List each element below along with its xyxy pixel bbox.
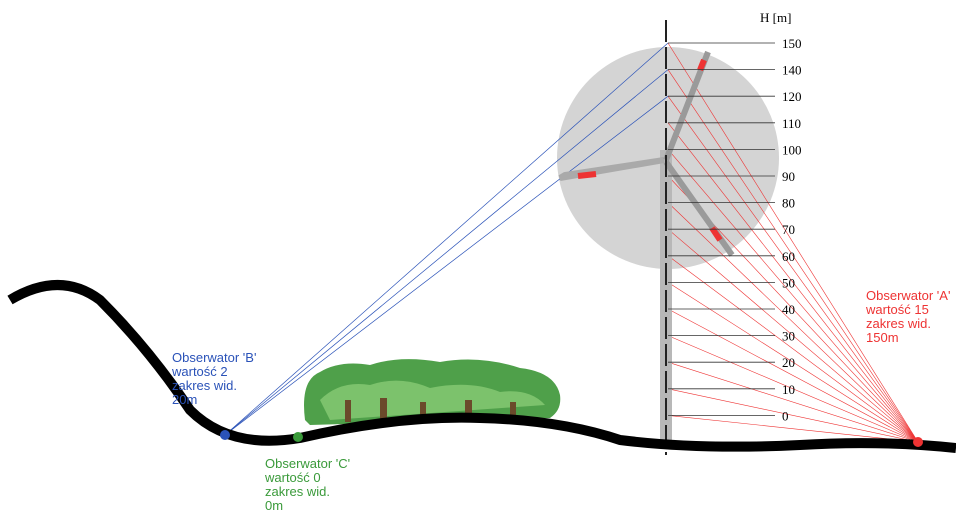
sight-line-a	[667, 335, 919, 443]
scale-label: 90	[782, 169, 795, 184]
scale-label: 70	[782, 222, 795, 237]
trees	[304, 359, 561, 425]
sight-line-a	[667, 361, 919, 443]
sight-line-a	[667, 69, 919, 443]
observer-label: 0m	[265, 498, 283, 513]
scale-label: 120	[782, 89, 802, 104]
scale-label: 50	[782, 275, 795, 290]
observer-label: wartość 15	[865, 302, 929, 317]
scale-label: 110	[782, 116, 801, 131]
observer-label: Obserwator 'C'	[265, 456, 350, 471]
sight-line-a	[667, 42, 919, 443]
blade-mark	[697, 58, 707, 72]
observer-label: Obserwator 'B'	[172, 350, 256, 365]
observer-c	[293, 432, 303, 442]
scale-label: 140	[782, 63, 802, 78]
observer-a	[913, 437, 923, 447]
sight-line-a	[667, 96, 919, 443]
observer-label: Obserwator 'A'	[866, 288, 950, 303]
observer-label: zakres wid.	[265, 484, 330, 499]
sight-line-a	[667, 308, 919, 443]
observer-label: zakres wid.	[172, 378, 237, 393]
sight-line-a	[667, 388, 919, 443]
scale-label: 80	[782, 196, 795, 211]
sight-line-a	[667, 255, 919, 443]
observer-label: wartość 0	[264, 470, 321, 485]
scale-unit: H [m]	[760, 10, 791, 25]
blade-mark	[709, 226, 723, 242]
scale-label: 150	[782, 36, 802, 51]
scale-label: 0	[782, 408, 789, 423]
sight-line-a	[667, 202, 919, 443]
ground	[7, 280, 956, 453]
observer-label: 150m	[866, 330, 899, 345]
scale-label: 20	[782, 355, 795, 370]
observer-b	[220, 430, 230, 440]
sight-line-b	[224, 42, 669, 436]
observer-label: wartość 2	[171, 364, 228, 379]
blade	[663, 160, 735, 257]
blade-mark	[577, 171, 597, 179]
scale-label: 10	[782, 382, 795, 397]
scale-label: 30	[782, 329, 795, 344]
sight-line-a	[667, 415, 919, 443]
sight-line-a	[667, 228, 919, 443]
scale-label: 40	[782, 302, 795, 317]
scale-label: 60	[782, 249, 795, 264]
sight-line-b	[224, 69, 669, 436]
observer-label: zakres wid.	[866, 316, 931, 331]
scale-label: 100	[782, 142, 802, 157]
sight-line-b	[224, 95, 669, 436]
observer-label: 20m	[172, 392, 197, 407]
sight-line-a	[667, 149, 919, 443]
